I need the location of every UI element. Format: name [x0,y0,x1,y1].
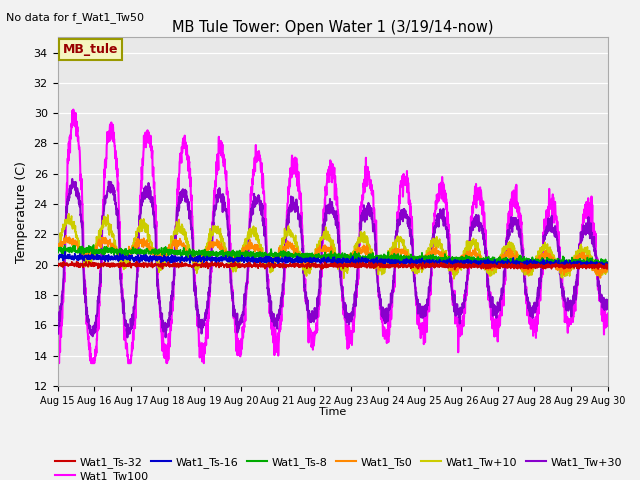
Title: MB Tule Tower: Open Water 1 (3/19/14-now): MB Tule Tower: Open Water 1 (3/19/14-now… [172,20,493,35]
Legend: Wat1_Tw100: Wat1_Tw100 [51,467,153,480]
Y-axis label: Temperature (C): Temperature (C) [15,161,28,263]
Legend: Wat1_Ts-32, Wat1_Ts-16, Wat1_Ts-8, Wat1_Ts0, Wat1_Tw+10, Wat1_Tw+30: Wat1_Ts-32, Wat1_Ts-16, Wat1_Ts-8, Wat1_… [51,452,627,472]
X-axis label: Time: Time [319,407,346,417]
Text: MB_tule: MB_tule [63,43,118,56]
Text: No data for f_Wat1_Tw50: No data for f_Wat1_Tw50 [6,12,145,23]
